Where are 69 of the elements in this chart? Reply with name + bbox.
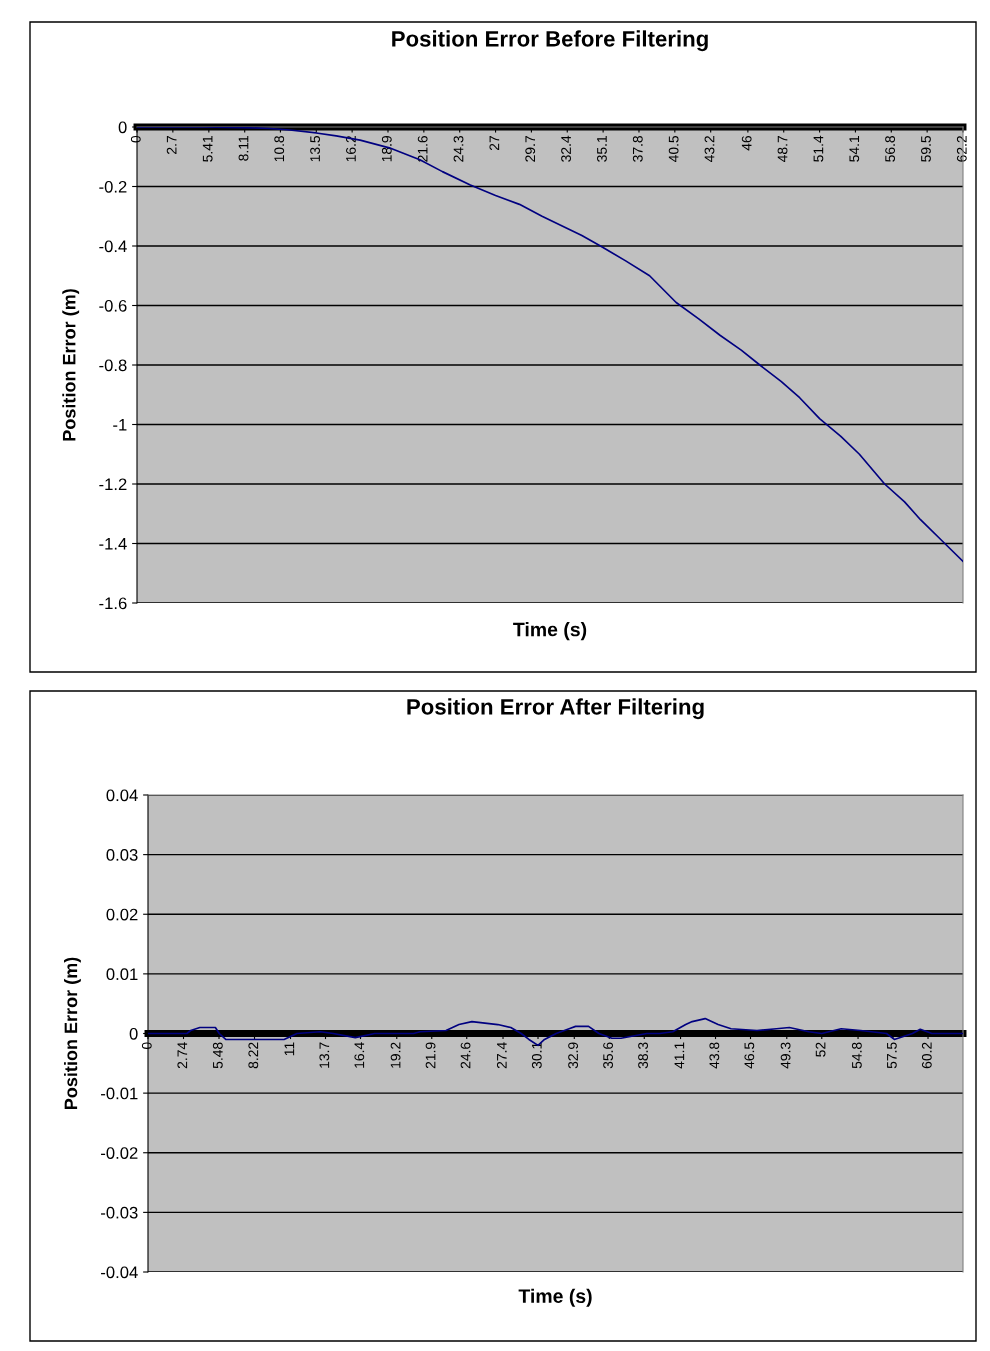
y-tick-label: 0.03: [106, 849, 138, 861]
y-tick-label: 0: [118, 121, 127, 134]
x-tick-label: 27: [489, 136, 500, 151]
x-tick-label: 35.6: [603, 1042, 613, 1069]
x-tick-label: 2.74: [177, 1042, 188, 1069]
y-tick-label: -1: [113, 419, 127, 431]
x-tick-label: 0: [141, 1042, 152, 1050]
y-tick-label: -1.2: [99, 478, 127, 491]
x-tick-label: 13.5: [310, 135, 320, 162]
x-axis-title: Time (s): [518, 1288, 592, 1307]
y-tick-label: -0.2: [99, 180, 127, 193]
y-tick-label: 0: [129, 1027, 138, 1040]
x-tick-label: 8.22: [248, 1042, 259, 1069]
y-tick-label: -0.04: [101, 1266, 138, 1279]
y-tick-label: -1.6: [99, 597, 127, 610]
x-tick-label: 21.9: [425, 1042, 436, 1069]
x-tick-label: 59.5: [921, 135, 931, 162]
y-tick-label: -0.02: [101, 1147, 138, 1159]
x-tick-label: 10.8: [274, 135, 285, 162]
x-tick-label: 32.4: [561, 135, 571, 162]
x-tick-label: 48.7: [777, 136, 788, 163]
x-tick-label: 60.2: [921, 1042, 932, 1069]
x-tick-label: 40.5: [668, 135, 679, 163]
x-tick-label: 43.2: [704, 136, 715, 163]
x-tick-label: 57.5: [887, 1042, 897, 1069]
x-tick-label: 24.3: [453, 135, 464, 162]
x-tick-label: 37.8: [632, 135, 643, 162]
y-tick-label: -0.01: [101, 1087, 138, 1100]
y-tick-label: -0.8: [99, 359, 127, 372]
x-tick-label: 54.1: [849, 136, 860, 162]
y-axis-title: Position Error (m): [64, 957, 81, 1110]
chart-title: Position Error After Filtering: [407, 698, 704, 720]
x-tick-label: 49.3: [780, 1042, 791, 1069]
x-tick-label: 32.9: [568, 1042, 579, 1069]
x-tick-label: 21.6: [417, 135, 428, 162]
x-tick-label: 56.8: [885, 135, 896, 162]
y-tick-label: 0.04: [106, 789, 138, 802]
x-tick-label: 19.2: [390, 1042, 401, 1068]
x-tick-label: 8.11: [238, 136, 249, 161]
x-tick-label: 18.9: [381, 135, 392, 162]
y-axis-title: Position Error (m): [62, 289, 80, 441]
x-tick-label: 13.7: [319, 1042, 330, 1068]
x-tick-label: 41.1: [674, 1042, 685, 1069]
x-tick-label: 46: [741, 135, 752, 151]
y-tick-label: 0.02: [106, 908, 138, 921]
x-tick-label: 35.1: [597, 136, 607, 162]
x-tick-label: 29.7: [525, 136, 536, 162]
x-tick-label: 5.41: [202, 136, 213, 162]
chart-title: Position Error Before Filtering: [392, 30, 708, 52]
y-tick-label: 0.01: [106, 968, 138, 981]
x-tick-label: 24.6: [460, 1042, 471, 1069]
x-tick-label: 52: [815, 1042, 826, 1057]
x-tick-label: 62.2: [956, 136, 967, 162]
y-tick-label: -0.4: [99, 240, 127, 253]
x-tick-label: 27.4: [496, 1042, 507, 1069]
x-tick-label: 11: [284, 1042, 295, 1056]
y-tick-label: -1.4: [99, 538, 127, 550]
x-tick-label: 2.7: [166, 136, 177, 154]
x-tick-label: 43.8: [709, 1042, 720, 1069]
y-tick-label: -0.6: [99, 299, 127, 312]
y-tick-label: -0.03: [101, 1206, 138, 1219]
x-tick-label: 16.4: [354, 1042, 365, 1068]
x-tick-label: 54.8: [851, 1042, 862, 1069]
x-tick-label: 5.48: [212, 1042, 223, 1069]
x-tick-label: 46.5: [744, 1042, 755, 1069]
x-tick-label: 38.3: [638, 1042, 648, 1069]
x-tick-label: 30.1: [531, 1042, 542, 1069]
x-axis-title: Time (s): [513, 622, 587, 641]
x-tick-label: 51.4: [813, 135, 824, 162]
